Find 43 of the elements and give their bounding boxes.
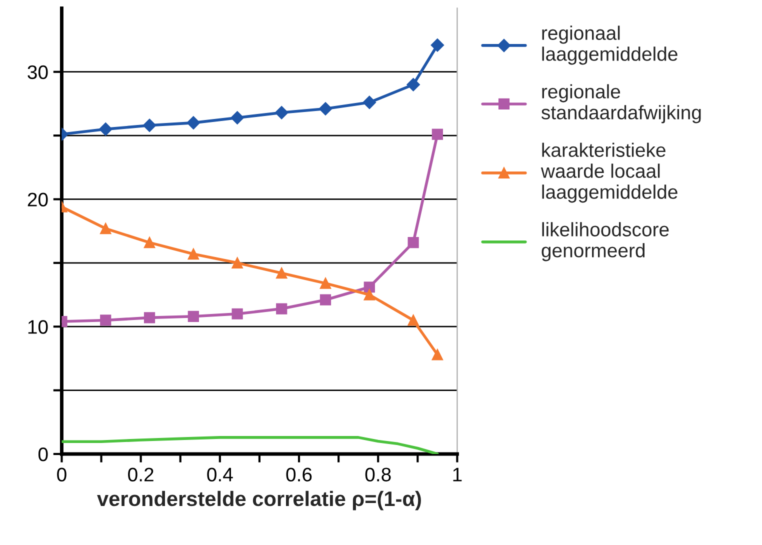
point (320, 294, 332, 306)
point (144, 312, 156, 324)
point (430, 38, 444, 52)
x-tick-label: 0.8 (365, 468, 391, 482)
point (100, 222, 112, 234)
y-tick-label: 20 (28, 192, 48, 206)
point (318, 102, 332, 116)
point (186, 116, 200, 130)
point (142, 118, 156, 132)
point (362, 96, 376, 110)
legend-label: karakteristieke waarde locaal laaggemiddelde (540, 142, 678, 203)
point (232, 308, 243, 320)
point (188, 310, 199, 322)
point (232, 257, 243, 268)
point (275, 106, 288, 120)
x-tick-label: 0.4 (207, 468, 233, 482)
point (364, 282, 375, 293)
point (276, 268, 288, 279)
point (144, 236, 156, 248)
point (432, 128, 443, 140)
point (99, 122, 112, 136)
x-tick-label: 1 (453, 468, 462, 482)
legend-label: regionale standaardafwijking (541, 84, 701, 124)
point (432, 349, 443, 360)
point (364, 289, 375, 300)
y-tick-label: 10 (28, 320, 48, 334)
point (276, 303, 288, 314)
point (230, 111, 244, 124)
x-axis-title: veronderstelde correlatie ρ=(1-α) (97, 490, 421, 510)
point (408, 314, 419, 326)
point (188, 248, 199, 260)
point (406, 78, 420, 92)
point (408, 236, 419, 248)
x-tick-label: 0.2 (128, 468, 154, 482)
legend-label: likelihoodscore genormeerd (542, 222, 669, 262)
legend-label: regionaal laaggemiddelde (542, 26, 678, 65)
point (100, 314, 112, 326)
line-series (62, 436, 439, 454)
x-tick-label: 0 (57, 468, 66, 482)
x-tick-label: 0.6 (286, 468, 312, 482)
point (320, 278, 332, 289)
y-tick-label: 0 (38, 447, 48, 462)
y-tick-label: 30 (28, 65, 48, 80)
